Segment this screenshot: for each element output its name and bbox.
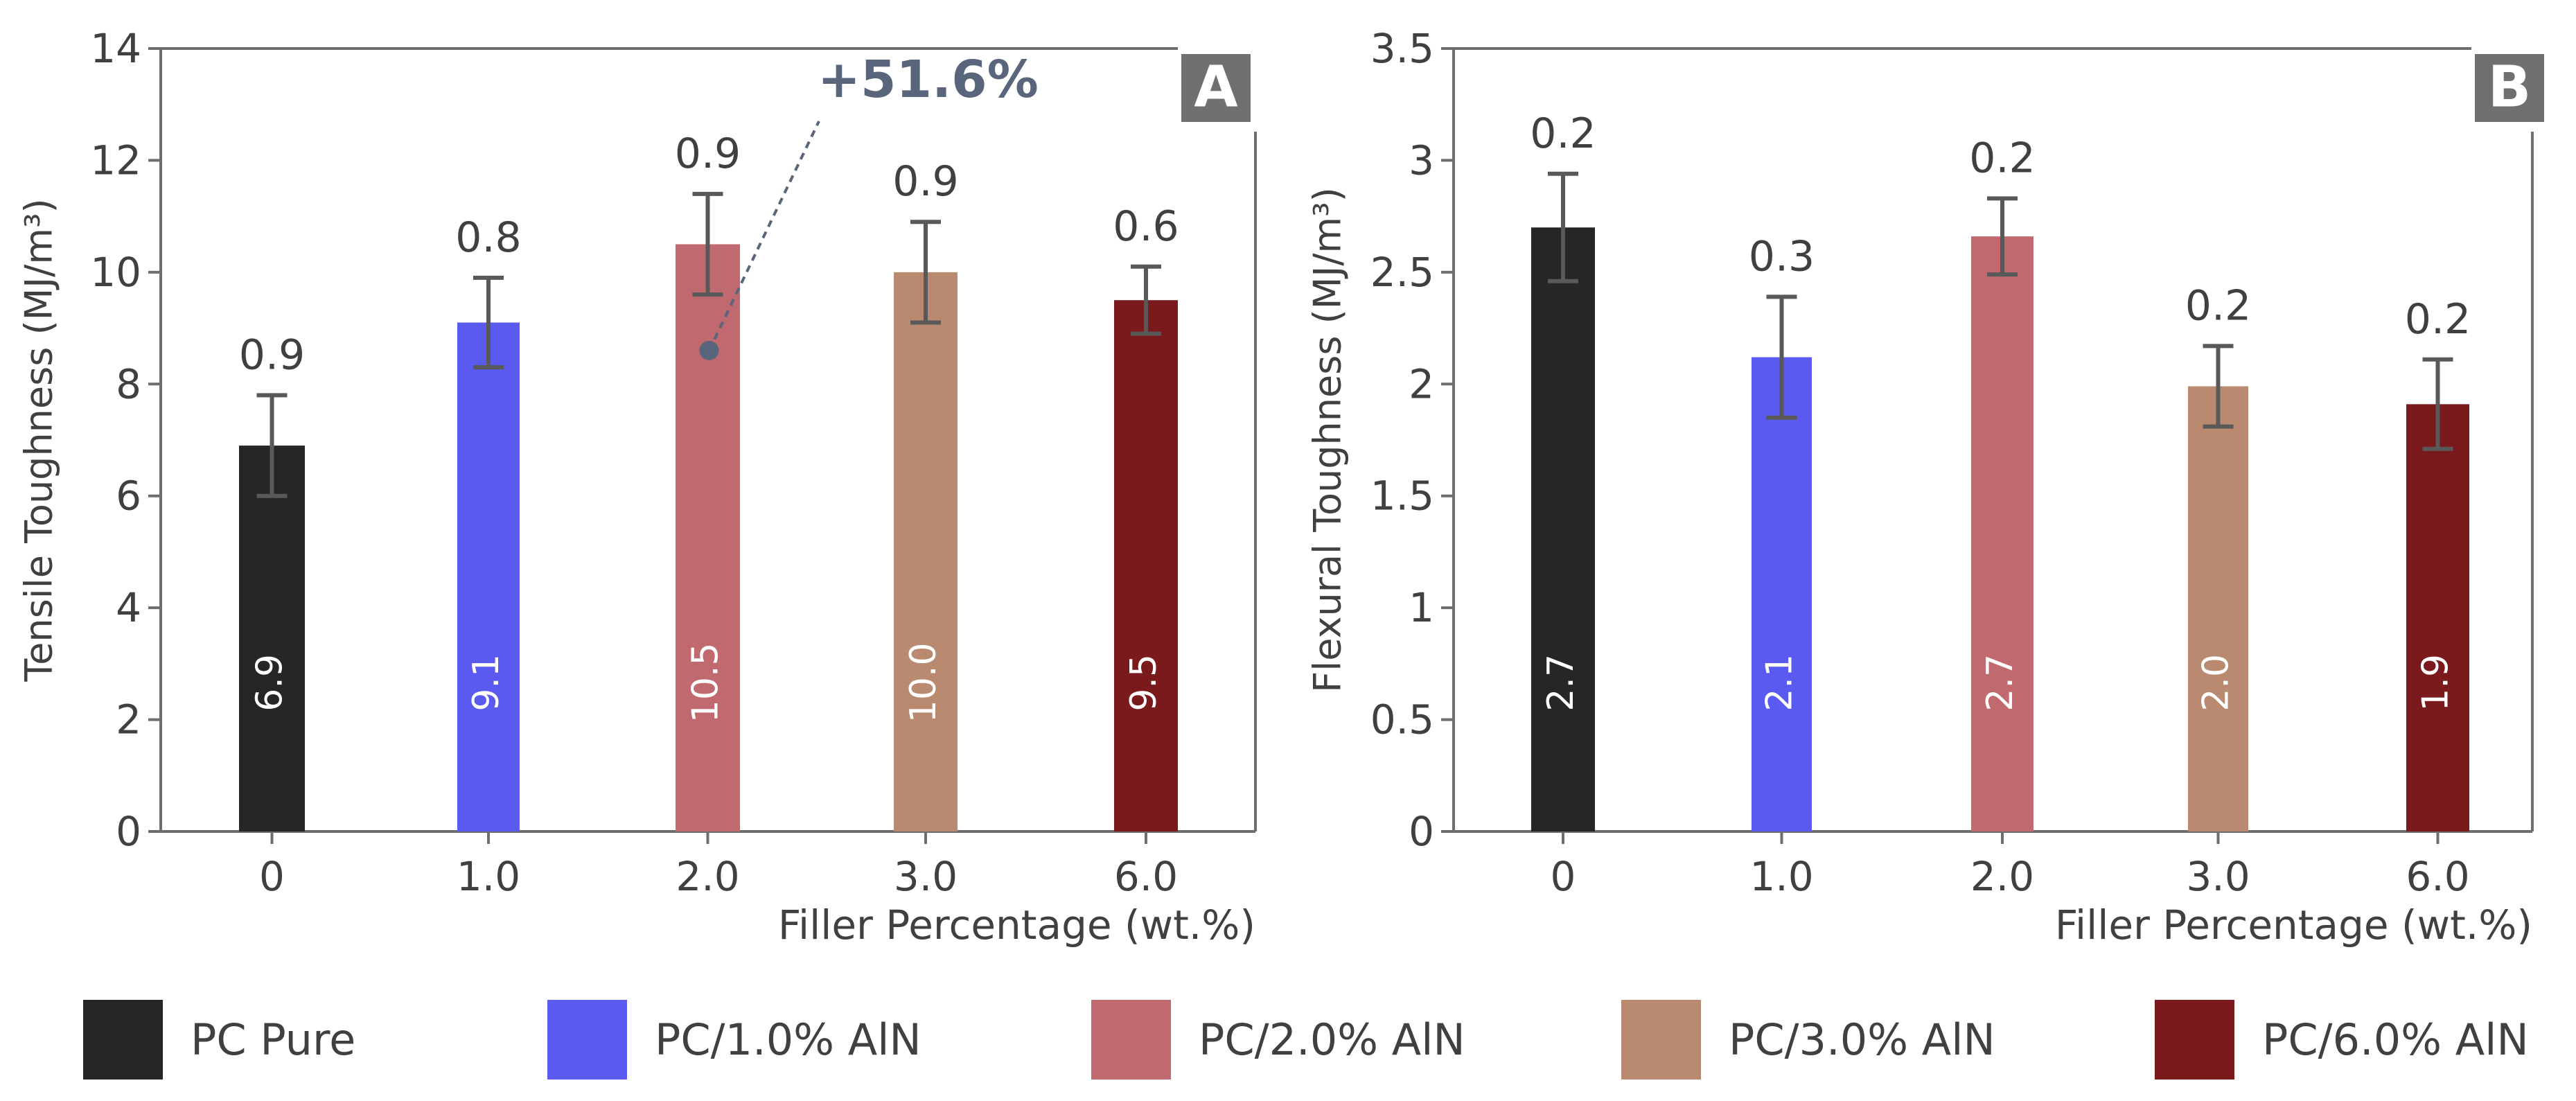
panel-a-x-axis-label: Filler Percentage (wt.%) xyxy=(778,901,1255,949)
panel-b-y-tick-label: 0.5 xyxy=(1370,696,1434,743)
panel-a-bar xyxy=(457,322,520,831)
panel-a-bar-value-label: 10.0 xyxy=(903,642,944,723)
panel-a-y-tick-label: 4 xyxy=(116,584,141,631)
panel-a-y-axis-label: Tensile Toughness (MJ/m³) xyxy=(17,198,61,682)
panel-a-annotation-label: +51.6% xyxy=(818,50,1039,109)
panel-b-bar xyxy=(2406,404,2469,831)
chart-panel-b: 0 0.5 1 1.5 2 2.5 3 3.5 Flexural Toughness (MJ/m… xyxy=(1306,25,2544,949)
panel-b-y-tick-label: 1.5 xyxy=(1370,473,1434,520)
panel-b-x-tick-label: 2.0 xyxy=(1970,853,2034,900)
panel-b-error-label: 0.3 xyxy=(1749,232,1815,281)
panel-a-x-tick-label: 3.0 xyxy=(894,853,958,900)
panel-a-badge xyxy=(1181,54,1251,122)
panel-b-bar-value-label: 2.7 xyxy=(1540,654,1582,712)
panel-a-bar xyxy=(894,272,958,831)
panel-a-x-tick-label: 1.0 xyxy=(457,853,520,900)
panel-b-y-tick-label: 2 xyxy=(1409,360,1434,407)
panel-a-y-tick-label: 10 xyxy=(90,249,141,296)
chart-panel-a: 0 2 4 6 8 10 12 14 Tensile Toughness (MJ/m³) Fill… xyxy=(17,25,1257,949)
panel-b-bar-value-label: 2.7 xyxy=(1979,654,2021,712)
panel-a-bar xyxy=(1114,300,1178,831)
panel-a-error-label: 0.9 xyxy=(239,331,305,379)
panel-a-y-tick-label: 6 xyxy=(116,473,141,520)
panel-b-y-tick-label: 1 xyxy=(1409,584,1434,631)
panel-b-y-axis-label: Flexural Toughness (MJ/m³) xyxy=(1306,187,1350,693)
panel-a-error-label: 0.8 xyxy=(455,213,521,262)
panel-a-error-label: 0.9 xyxy=(892,157,958,206)
panel-b-error-label: 0.2 xyxy=(1530,109,1596,158)
panel-b-bar-value-label: 1.9 xyxy=(2415,654,2457,712)
panel-b-bar xyxy=(1971,236,2034,831)
legend-swatch-pc-6-aln xyxy=(2155,999,2234,1080)
panel-a-bar-value-label: 9.1 xyxy=(466,654,507,712)
panel-b-error-label: 0.2 xyxy=(1969,134,2035,182)
panel-b-x-tick-label: 3.0 xyxy=(2186,853,2250,900)
panel-b-y-tick-label: 3.5 xyxy=(1370,25,1434,72)
panel-b-x-tick-label: 1.0 xyxy=(1749,853,1813,900)
panel-a-badge-label: A xyxy=(1194,54,1238,120)
panel-a-y-tick-label: 12 xyxy=(90,136,141,184)
panel-b-bar-value-label: 2.0 xyxy=(2196,654,2237,712)
panel-a-bar-value-label: 6.9 xyxy=(249,654,291,712)
legend-swatch-pc-3-aln xyxy=(1621,999,1701,1080)
legend-label-pc-3-aln: PC/3.0% AlN xyxy=(1729,1014,1995,1065)
panel-a-error-label: 0.6 xyxy=(1113,202,1179,251)
panel-a-annotation-marker xyxy=(699,340,719,360)
panel-b-x-axis-label: Filler Percentage (wt.%) xyxy=(2055,901,2532,949)
legend-item-pc-2-aln: PC/2.0% AlN xyxy=(1091,998,1465,1081)
panel-a-bar xyxy=(676,244,740,831)
panel-a-y-tick-label: 2 xyxy=(116,696,141,743)
panel-a-x-tick-label: 6.0 xyxy=(1114,853,1178,900)
legend-swatch-pc-pure xyxy=(83,999,163,1080)
panel-b-badge-label: B xyxy=(2488,54,2532,120)
legend-swatch-pc-2-aln xyxy=(1091,999,1171,1080)
legend-item-pc-pure: PC Pure xyxy=(83,998,355,1081)
panel-b-error-label: 0.2 xyxy=(2185,281,2251,330)
legend: PC Pure PC/1.0% AlN PC/2.0% AlN PC/3.0% … xyxy=(0,998,2576,1081)
panel-a-x-tick-label: 0 xyxy=(259,853,285,900)
panel-b-x-tick-label: 6.0 xyxy=(2406,853,2469,900)
legend-label-pc-1-aln: PC/1.0% AlN xyxy=(655,1014,921,1065)
panel-a-y-tick-label: 14 xyxy=(90,25,141,72)
panel-b-bar-value-label: 2.1 xyxy=(1759,654,1801,712)
panel-a-x-tick-label: 2.0 xyxy=(676,853,739,900)
panel-b-y-tick-label: 3 xyxy=(1409,136,1434,184)
panel-b-y-tick-label: 2.5 xyxy=(1370,249,1434,296)
legend-item-pc-3-aln: PC/3.0% AlN xyxy=(1621,998,1995,1081)
panel-b-badge xyxy=(2475,54,2544,122)
legend-label-pc-2-aln: PC/2.0% AlN xyxy=(1199,1014,1465,1065)
panel-a-y-tick-label: 8 xyxy=(116,360,141,407)
legend-swatch-pc-1-aln xyxy=(547,999,627,1080)
panel-b-bar xyxy=(1531,227,1595,831)
panel-b-bar xyxy=(1752,357,1812,831)
panel-b-bar xyxy=(2188,386,2248,831)
legend-item-pc-1-aln: PC/1.0% AlN xyxy=(547,998,921,1081)
panel-a-bar-value-label: 10.5 xyxy=(685,642,727,723)
legend-item-pc-6-aln: PC/6.0% AlN xyxy=(2155,998,2529,1081)
panel-b-x-tick-label: 0 xyxy=(1551,853,1576,900)
panel-b-y-tick-label: 0 xyxy=(1409,808,1434,855)
panel-a-error-label: 0.9 xyxy=(675,130,741,178)
legend-label-pc-pure: PC Pure xyxy=(191,1014,356,1065)
panel-a-y-tick-label: 0 xyxy=(116,808,141,855)
panel-a-bar xyxy=(239,446,305,831)
panel-a-annotation-leader xyxy=(707,121,820,351)
panel-a-bar-value-label: 9.5 xyxy=(1123,654,1165,712)
panel-b-error-label: 0.2 xyxy=(2405,295,2471,344)
legend-label-pc-6-aln: PC/6.0% AlN xyxy=(2262,1014,2529,1065)
